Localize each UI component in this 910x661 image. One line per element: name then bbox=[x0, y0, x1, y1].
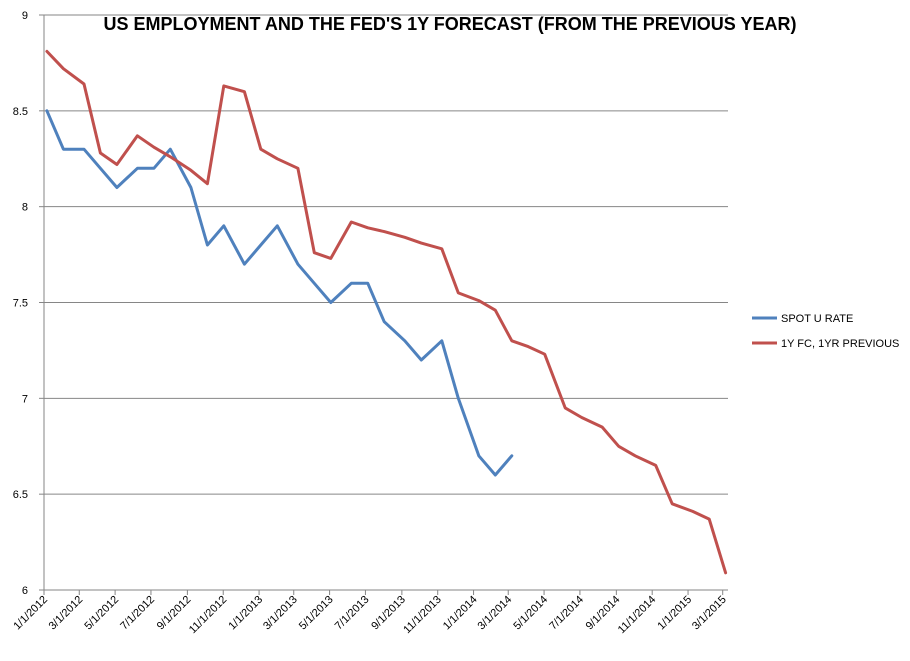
y-tick-label: 9 bbox=[22, 10, 28, 22]
y-tick-label: 6.5 bbox=[13, 489, 28, 501]
series-line-0 bbox=[45, 109, 514, 477]
legend-label-1: 1Y FC, 1YR PREVIOUS bbox=[781, 338, 899, 350]
legend: SPOT U RATE 1Y FC, 1YR PREVIOUS bbox=[752, 313, 899, 350]
y-tick-label: 7 bbox=[22, 393, 28, 405]
legend-label-0: SPOT U RATE bbox=[781, 313, 853, 325]
y-tick-label: 6 bbox=[22, 585, 28, 597]
series-lines bbox=[45, 49, 728, 575]
gridlines bbox=[44, 14, 728, 495]
y-tick-label: 8.5 bbox=[13, 106, 28, 118]
y-tick-label: 8 bbox=[22, 202, 28, 214]
chart-title: US EMPLOYMENT AND THE FED'S 1Y FORECAST … bbox=[103, 14, 796, 34]
series-line-1 bbox=[45, 49, 728, 575]
y-tick-label: 7.5 bbox=[13, 298, 28, 310]
